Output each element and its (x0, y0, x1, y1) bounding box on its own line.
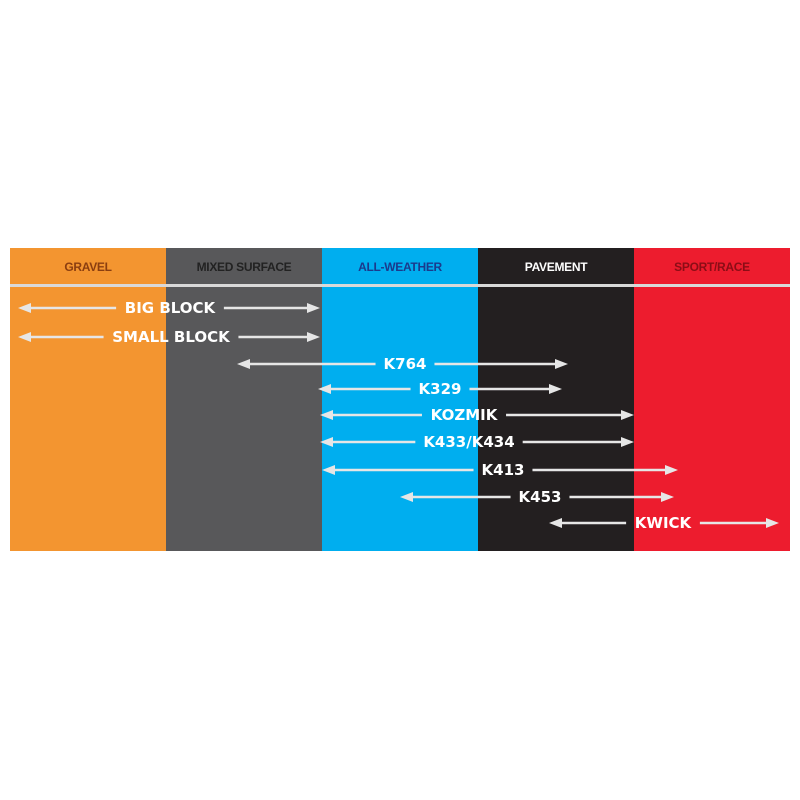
column-all-weather (322, 248, 478, 551)
arrowhead-left-icon (322, 465, 335, 475)
tire-range-arrow: K453 (400, 488, 674, 506)
column-header: PAVEMENT (525, 260, 588, 274)
column-header: GRAVEL (64, 260, 111, 274)
tire-label: KOZMIK (431, 406, 499, 424)
tire-range-arrow: BIG BLOCK (18, 299, 320, 317)
arrowhead-right-icon (621, 410, 634, 420)
tire-range-arrow: SMALL BLOCK (18, 328, 320, 346)
tire-label: K453 (519, 488, 562, 506)
column-header: SPORT/RACE (674, 260, 750, 274)
column-pavement (478, 248, 634, 551)
column-sport-race (634, 248, 790, 551)
column-header: MIXED SURFACE (197, 260, 292, 274)
tire-range-arrow: KOZMIK (320, 406, 634, 424)
tire-label: BIG BLOCK (125, 299, 217, 317)
tire-label: K413 (482, 461, 525, 479)
tire-range-arrow: K329 (318, 380, 562, 398)
column-gravel (10, 248, 166, 551)
arrowhead-right-icon (307, 303, 320, 313)
arrowhead-right-icon (555, 359, 568, 369)
arrowhead-left-icon (549, 518, 562, 528)
arrowhead-left-icon (18, 332, 31, 342)
tire-label: SMALL BLOCK (112, 328, 231, 346)
tire-range-arrow: K413 (322, 461, 678, 479)
header-divider (10, 284, 790, 287)
arrowhead-right-icon (766, 518, 779, 528)
column-header: ALL-WEATHER (358, 260, 442, 274)
arrowhead-right-icon (621, 437, 634, 447)
tire-range-arrow: K433/K434 (320, 433, 634, 451)
arrowhead-left-icon (400, 492, 413, 502)
arrowhead-left-icon (320, 437, 333, 447)
tire-label: K764 (384, 355, 427, 373)
arrowhead-left-icon (18, 303, 31, 313)
tire-range-arrow: KWICK (549, 514, 779, 532)
column-mixed-surface (166, 248, 322, 551)
arrowhead-right-icon (549, 384, 562, 394)
tire-range-arrow: K764 (237, 355, 568, 373)
tire-label: K329 (419, 380, 462, 398)
tire-label: KWICK (635, 514, 693, 532)
arrowhead-right-icon (665, 465, 678, 475)
arrowhead-left-icon (237, 359, 250, 369)
arrowhead-right-icon (661, 492, 674, 502)
arrowhead-right-icon (307, 332, 320, 342)
arrowhead-left-icon (318, 384, 331, 394)
arrowhead-left-icon (320, 410, 333, 420)
tire-label: K433/K434 (423, 433, 514, 451)
